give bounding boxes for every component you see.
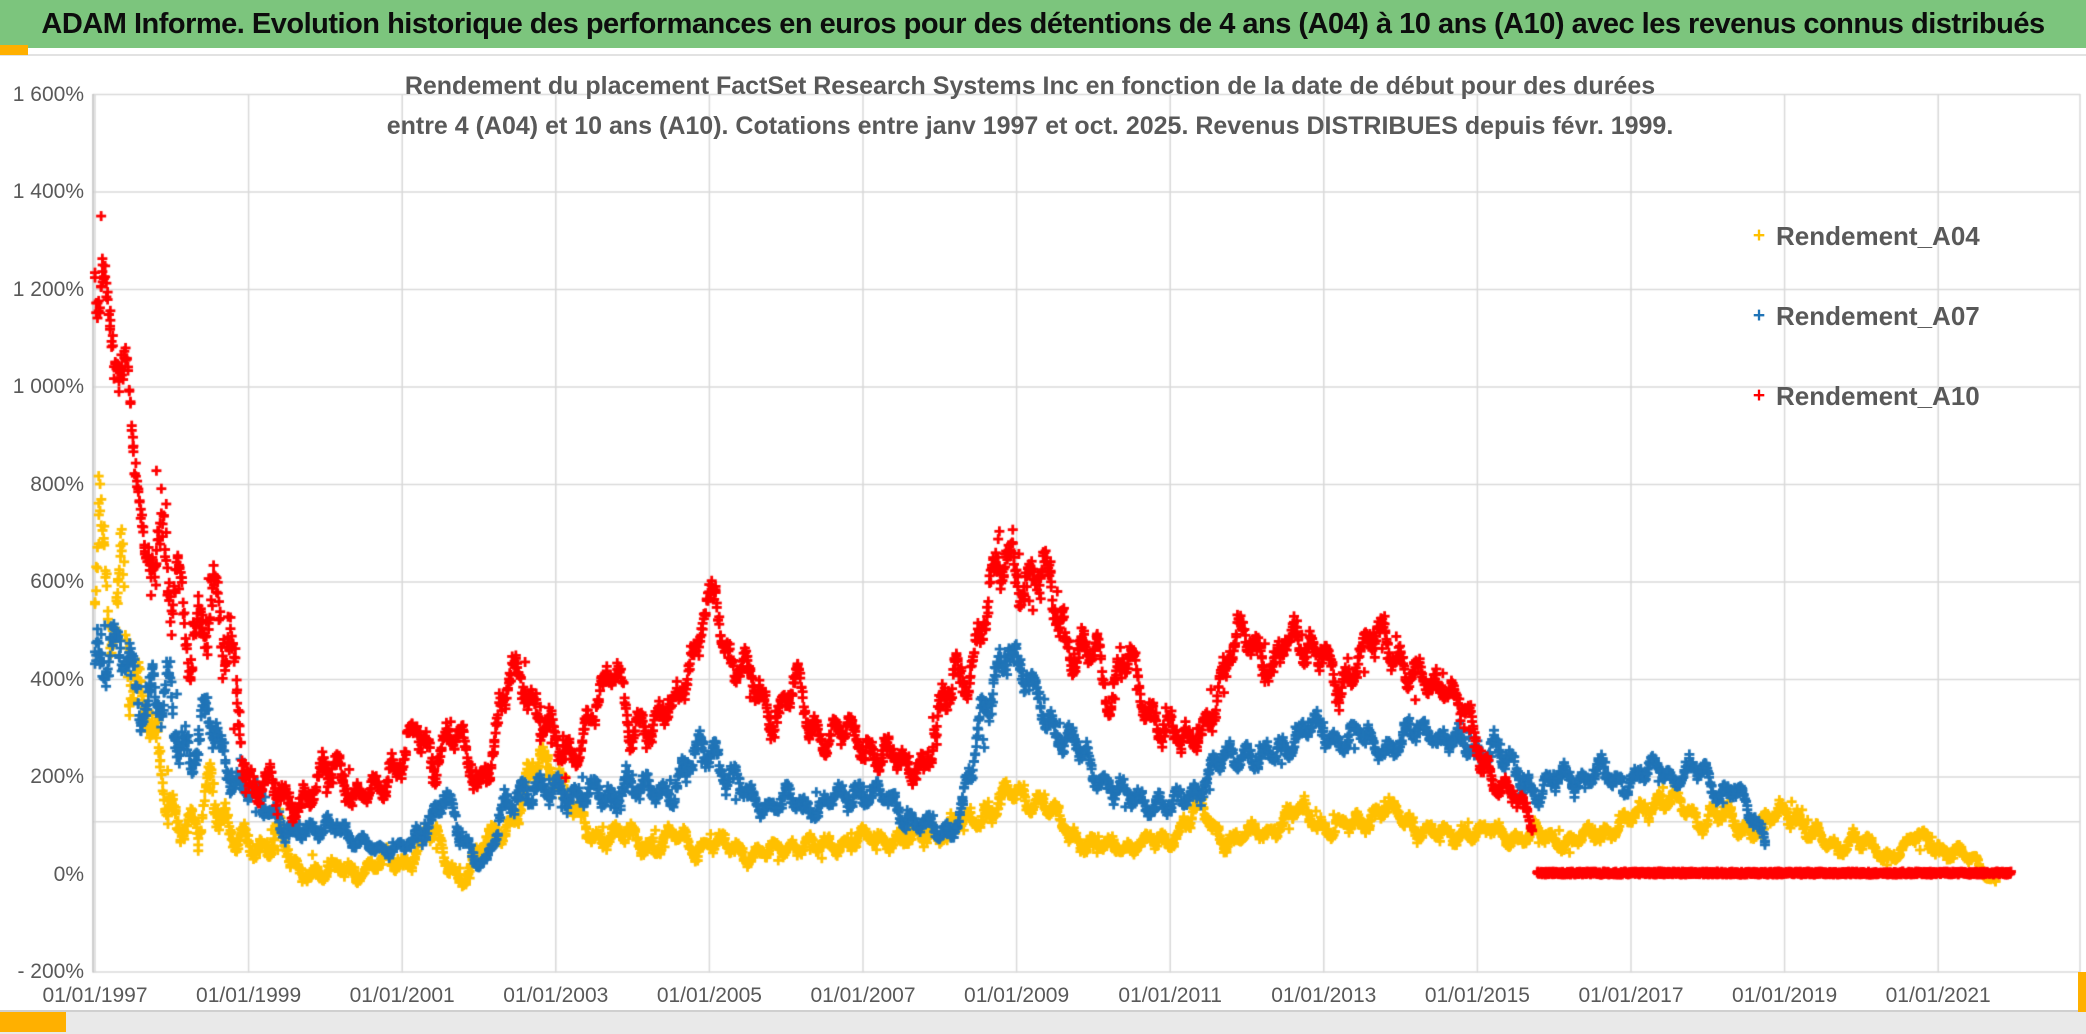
plus-marker-icon: + [1752, 224, 1766, 247]
y-tick-label: 200% [30, 765, 84, 788]
chart-title-line2: entre 4 (A04) et 10 ans (A10). Cotations… [386, 112, 1674, 140]
y-tick-label: 800% [30, 472, 84, 496]
x-tick-label: 01/01/2005 [656, 984, 762, 1007]
y-tick-label: 0% [53, 862, 84, 886]
legend-item-a10: + Rendement_A10 [1742, 356, 2072, 436]
plus-marker-icon: + [1752, 304, 1766, 327]
x-tick-label: 01/01/2013 [1271, 984, 1377, 1007]
x-tick-label: 01/01/1997 [42, 984, 148, 1007]
accent-bar-right [2078, 972, 2086, 1012]
x-tick-label: 01/01/2019 [1732, 984, 1838, 1007]
legend-label: Rendement_A10 [1776, 380, 1980, 411]
y-tick-label: 1 000% [12, 375, 84, 398]
x-tick-label: 01/01/2011 [1118, 984, 1222, 1007]
y-tick-label: - 200% [17, 960, 84, 983]
x-tick-label: 01/01/1999 [196, 984, 302, 1007]
legend-label: Rendement_A04 [1776, 220, 1980, 251]
x-tick-label: 01/01/2003 [503, 984, 609, 1007]
x-tick-label: 01/01/2001 [349, 984, 455, 1007]
chart-title-line1: Rendement du placement FactSet Research … [404, 72, 1656, 100]
legend-item-a07: + Rendement_A07 [1742, 276, 2072, 356]
x-tick-label: 01/01/2017 [1578, 984, 1684, 1007]
y-tick-label: 1 200% [12, 277, 84, 301]
scrollbar-track[interactable] [0, 1010, 2086, 1034]
legend-item-a04: + Rendement_A04 [1742, 196, 2072, 276]
x-tick-label: 01/01/2009 [964, 984, 1070, 1007]
y-tick-label: 400% [30, 667, 84, 691]
y-tick-label: 1 600% [12, 82, 84, 106]
x-tick-label: 01/01/2021 [1885, 984, 1991, 1007]
y-tick-label: 600% [30, 570, 84, 593]
y-tick-label: 1 400% [12, 180, 84, 203]
plus-marker-icon: + [1752, 384, 1766, 407]
x-tick-label: 01/01/2015 [1424, 984, 1530, 1007]
chart-title: Rendement du placement FactSet Research … [250, 66, 1810, 146]
legend-label: Rendement_A07 [1776, 300, 1980, 331]
accent-block-bottom-left [0, 1012, 66, 1032]
x-tick-label: 01/01/2007 [810, 984, 916, 1007]
chart-legend: + Rendement_A04 + Rendement_A07 + Rendem… [1742, 196, 2072, 436]
